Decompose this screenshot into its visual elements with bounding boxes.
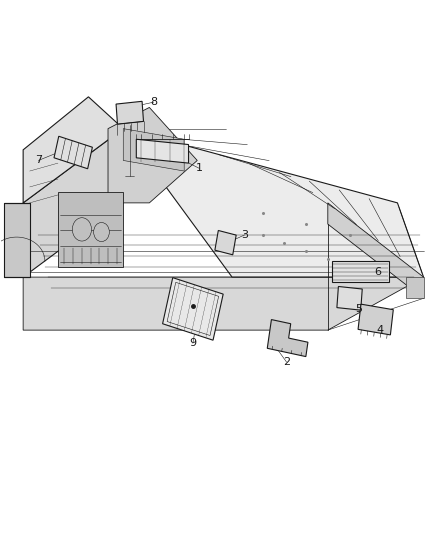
- Polygon shape: [23, 97, 123, 203]
- Text: 5: 5: [355, 304, 362, 314]
- Polygon shape: [267, 320, 308, 357]
- Polygon shape: [406, 277, 424, 298]
- Polygon shape: [108, 108, 197, 203]
- Polygon shape: [23, 128, 123, 277]
- Text: 7: 7: [35, 156, 42, 165]
- Text: 1: 1: [196, 164, 203, 173]
- Polygon shape: [136, 139, 188, 163]
- Polygon shape: [23, 277, 424, 330]
- Text: 6: 6: [374, 267, 381, 277]
- Text: 3: 3: [242, 230, 249, 240]
- Text: 2: 2: [283, 357, 290, 367]
- Polygon shape: [123, 128, 184, 171]
- Polygon shape: [4, 203, 30, 277]
- Circle shape: [94, 222, 110, 241]
- Polygon shape: [358, 304, 393, 335]
- Text: 4: 4: [377, 325, 384, 335]
- Circle shape: [72, 217, 92, 241]
- Text: 9: 9: [189, 338, 197, 349]
- Polygon shape: [116, 101, 144, 124]
- Polygon shape: [215, 230, 236, 255]
- Polygon shape: [58, 192, 123, 266]
- Polygon shape: [337, 286, 362, 310]
- Polygon shape: [162, 278, 223, 340]
- Polygon shape: [328, 203, 424, 298]
- Text: 8: 8: [150, 97, 157, 107]
- Polygon shape: [332, 261, 389, 282]
- Polygon shape: [54, 136, 92, 169]
- Polygon shape: [123, 128, 424, 277]
